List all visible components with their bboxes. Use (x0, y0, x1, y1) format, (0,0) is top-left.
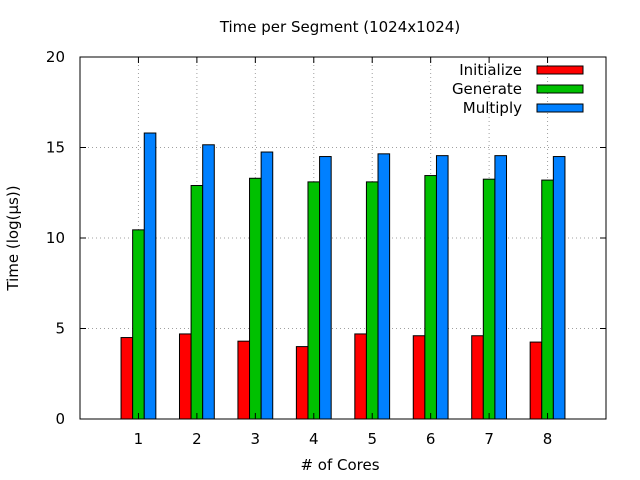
bar-generate-8 (541, 179, 554, 420)
x-tick-label: 1 (134, 430, 144, 448)
gridlines (80, 57, 606, 419)
bar-initialize-6 (412, 335, 426, 420)
x-axis-label: # of Cores (300, 456, 379, 474)
bar-generate-6 (424, 175, 437, 420)
bar-generate-4 (307, 181, 321, 420)
bar-initialize-2 (178, 333, 192, 420)
y-tick-label: 5 (55, 320, 65, 338)
x-tick-label: 5 (367, 430, 377, 448)
bar-initialize-7 (471, 335, 484, 420)
legend-swatch-generate (536, 84, 584, 94)
y-tick-label: 20 (46, 48, 65, 66)
tick-labels: 0 5 10 15 20 1 2 3 4 5 6 7 8 (46, 48, 552, 448)
bar-initialize-5 (354, 333, 367, 420)
bar-generate-7 (482, 178, 496, 420)
bar-initialize-3 (237, 340, 251, 420)
legend-label-initialize: Initialize (459, 61, 522, 79)
bar-generate-1 (132, 229, 145, 420)
bar-initialize-4 (295, 346, 309, 420)
chart-title: Time per Segment (1024x1024) (219, 18, 460, 36)
x-tick-label: 7 (484, 430, 494, 448)
bar-multiply-8 (552, 156, 566, 420)
bar-multiply-5 (377, 153, 391, 420)
bar-multiply-7 (494, 155, 508, 420)
legend-swatch-multiply (536, 103, 584, 113)
bar-generate-5 (365, 181, 379, 420)
bar-multiply-1 (143, 132, 157, 420)
y-tick-label: 15 (46, 139, 65, 157)
y-tick-label: 10 (46, 229, 65, 247)
y-axis-label: Time (log(µs)) (4, 185, 22, 291)
legend-swatch-initialize (536, 65, 584, 75)
x-tick-label: 4 (309, 430, 319, 448)
bar-multiply-3 (260, 151, 274, 420)
bar-generate-2 (190, 185, 204, 420)
bar-multiply-6 (435, 155, 449, 420)
bar-multiply-2 (202, 144, 215, 420)
x-tick-label: 8 (543, 430, 553, 448)
legend-label-multiply: Multiply (463, 99, 522, 117)
axes (79, 56, 607, 420)
x-tick-label: 2 (192, 430, 202, 448)
bar-initialize-8 (529, 341, 543, 420)
x-tick-label: 6 (426, 430, 436, 448)
bar-initialize-1 (120, 337, 134, 420)
bar-multiply-4 (319, 156, 332, 420)
x-tick-label: 3 (251, 430, 261, 448)
bars (120, 132, 566, 420)
plot-frame (79, 56, 607, 420)
legend-label-generate: Generate (452, 80, 522, 98)
y-tick-label: 0 (55, 410, 65, 428)
bar-generate-3 (249, 177, 262, 420)
